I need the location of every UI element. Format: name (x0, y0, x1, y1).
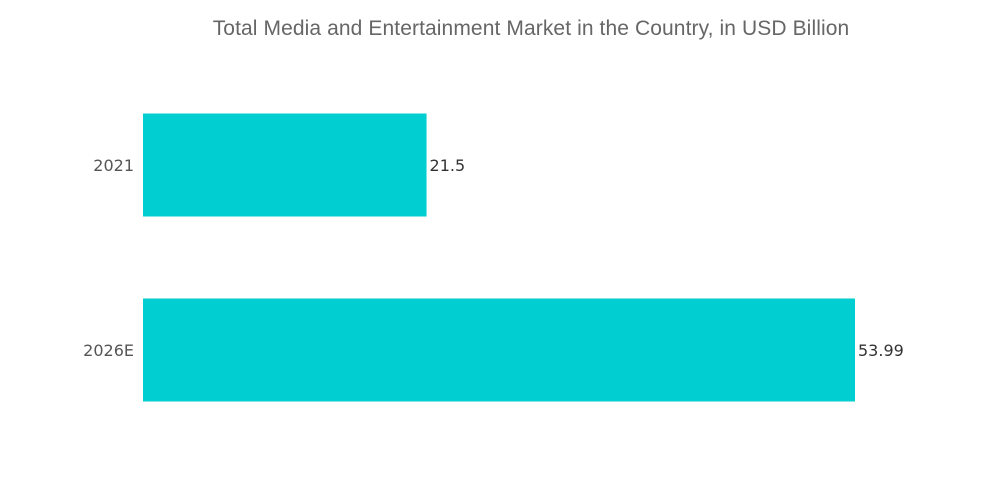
chart-title: Total Media and Entertainment Market in … (212, 17, 850, 40)
plot-area: 2021 21.5 2026E 53.99 (83, 113, 904, 402)
bar-value-label: 53.99 (858, 341, 904, 360)
bar-2026e (143, 298, 855, 402)
category-tick-label: 2026E (83, 341, 134, 360)
bar-2021 (143, 113, 427, 217)
category-tick-label: 2021 (93, 156, 134, 175)
bar-value-label: 21.5 (430, 156, 466, 175)
